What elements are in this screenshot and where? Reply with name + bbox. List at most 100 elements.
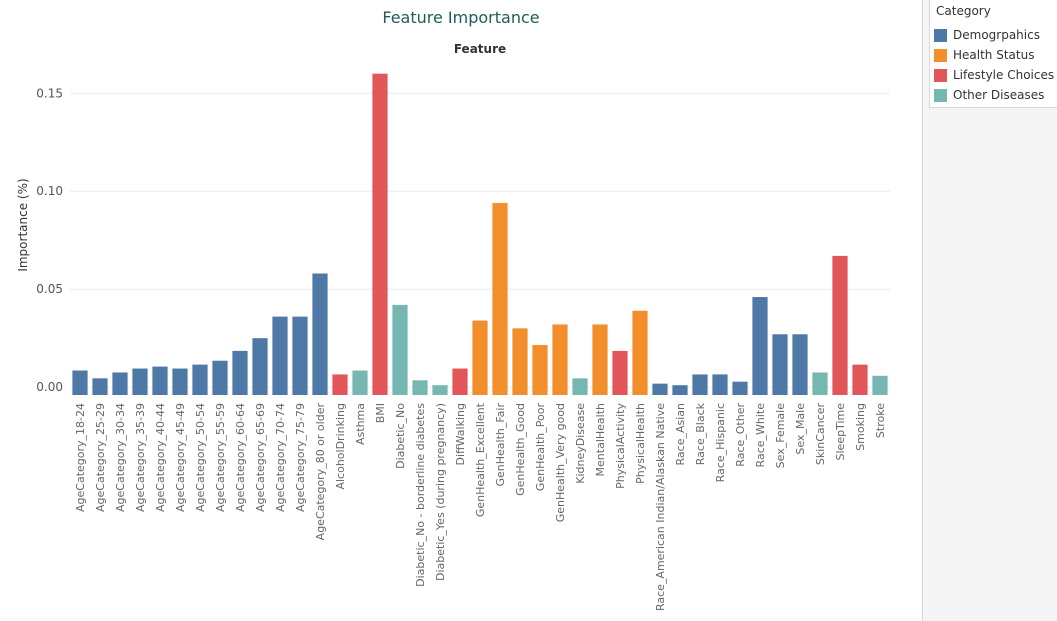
x-tick-label: AgeCategory_18-24 (74, 403, 87, 512)
bar[interactable] (872, 375, 888, 395)
x-tick-label: Smoking (854, 403, 867, 451)
x-tick-label: PhysicalHealth (634, 403, 647, 484)
bar[interactable] (272, 316, 288, 395)
x-tick-label: AgeCategory_65-69 (254, 403, 267, 512)
y-tick-label: 0.10 (36, 184, 63, 198)
bar[interactable] (752, 297, 768, 395)
bar[interactable] (412, 380, 428, 395)
bar[interactable] (332, 374, 348, 395)
x-tick-label: AgeCategory_50-54 (194, 403, 207, 512)
x-tick-label: Race_American Indian/Alaskan Native (654, 403, 667, 611)
bar[interactable] (392, 304, 408, 395)
x-tick-label: Diabetic_Yes (during pregnancy) (434, 403, 447, 581)
bar[interactable] (492, 202, 508, 395)
bar[interactable] (112, 372, 128, 395)
legend-swatch (934, 28, 947, 42)
bar[interactable] (832, 255, 848, 395)
bars (72, 73, 888, 396)
bar[interactable] (252, 338, 268, 395)
bar[interactable] (552, 324, 568, 395)
x-tick-label: Race_Other (734, 403, 747, 467)
bar[interactable] (672, 385, 688, 395)
bar[interactable] (432, 385, 448, 395)
x-tick-label: KidneyDisease (574, 403, 587, 484)
bar[interactable] (212, 360, 228, 395)
x-tick-label: AgeCategory_30-34 (114, 403, 127, 512)
y-tick-label: 0.15 (36, 86, 63, 100)
x-tick-label: SleepTime (834, 403, 847, 461)
legend-item-demographics[interactable]: Demogrpahics (934, 27, 1040, 43)
x-tick-label: Sex_Female (774, 403, 787, 469)
legend-item-health-status[interactable]: Health Status (934, 47, 1034, 63)
y-tick-label: 0.00 (36, 380, 63, 394)
x-tick-label: AgeCategory_40-44 (154, 403, 167, 512)
x-tick-label: Sex_Male (794, 403, 807, 455)
bar[interactable] (452, 368, 468, 395)
bar[interactable] (612, 350, 628, 395)
bar[interactable] (652, 383, 668, 395)
bar[interactable] (692, 374, 708, 395)
bar[interactable] (92, 378, 108, 395)
bar[interactable] (732, 381, 748, 395)
legend-item-other-diseases[interactable]: Other Diseases (934, 87, 1044, 103)
x-tick-label: AgeCategory_45-49 (174, 403, 187, 512)
bar[interactable] (232, 350, 248, 395)
x-tick-label: Race_White (754, 403, 767, 468)
x-tick-label: Race_Asian (674, 403, 687, 466)
bar[interactable] (572, 378, 588, 395)
bar[interactable] (292, 316, 308, 395)
x-tick-label: AgeCategory_80 or older (314, 403, 327, 541)
x-tick-label: GenHealth_Good (514, 403, 527, 496)
bar[interactable] (812, 372, 828, 395)
legend-label: Health Status (953, 48, 1035, 62)
legend-swatch (934, 88, 947, 102)
y-axis-ticks: 0.00 0.05 0.10 0.15 (36, 86, 63, 394)
legend: Category Demogrpahics Health Status Life… (929, 0, 1057, 108)
x-tick-label: AgeCategory_25-29 (94, 403, 107, 512)
y-tick-label: 0.05 (36, 282, 63, 296)
side-panel: Category Demogrpahics Health Status Life… (922, 0, 1057, 621)
chart-area: Feature Importance (%) 0.00 0.05 0.10 0.15 … (16, 8, 890, 611)
bar[interactable] (192, 364, 208, 395)
bar[interactable] (172, 368, 188, 395)
x-tick-label: AgeCategory_35-39 (134, 403, 147, 512)
legend-label: Lifestyle Choices (953, 68, 1055, 82)
bar[interactable] (152, 366, 168, 395)
x-tick-label: BMI (374, 403, 387, 423)
legend-swatch (934, 68, 947, 82)
legend-item-lifestyle-choices[interactable]: Lifestyle Choices (934, 67, 1054, 83)
bar[interactable] (352, 370, 368, 395)
x-axis-title: Feature (454, 42, 506, 56)
x-tick-label: MentalHealth (594, 403, 607, 476)
x-axis-ticks: AgeCategory_18-24 AgeCategory_25-29 AgeCat… (74, 402, 887, 611)
bar[interactable] (132, 368, 148, 395)
x-tick-label: AgeCategory_70-74 (274, 403, 287, 512)
x-tick-label: Diabetic_No - borderline diabetes (414, 403, 427, 587)
x-tick-label: AgeCategory_55-59 (214, 403, 227, 512)
bar[interactable] (532, 345, 548, 395)
bar[interactable] (472, 320, 488, 395)
x-tick-label: AlcoholDrinking (334, 403, 347, 490)
chart-title: Feature Importance (382, 8, 540, 27)
x-tick-label: Diabetic_No (394, 403, 407, 469)
x-tick-label: DiffWalking (454, 403, 467, 465)
x-tick-label: AgeCategory_75-79 (294, 403, 307, 512)
legend-label: Demogrpahics (953, 28, 1040, 42)
bar[interactable] (712, 374, 728, 395)
bar[interactable] (772, 334, 788, 395)
x-tick-label: Asthma (354, 403, 367, 445)
bar[interactable] (792, 334, 808, 395)
bar[interactable] (72, 370, 88, 395)
x-tick-label: AgeCategory_60-64 (234, 403, 247, 512)
bar[interactable] (852, 364, 868, 395)
bar[interactable] (312, 273, 328, 395)
x-tick-label: GenHealth_Very good (554, 403, 567, 522)
bar[interactable] (632, 310, 648, 395)
bar[interactable] (372, 73, 388, 396)
x-tick-label: Stroke (874, 403, 887, 438)
bar[interactable] (512, 328, 528, 395)
y-axis-title: Importance (%) (16, 178, 30, 271)
legend-label: Other Diseases (953, 88, 1045, 102)
x-tick-label: Race_Hispanic (714, 403, 727, 482)
bar[interactable] (592, 324, 608, 395)
